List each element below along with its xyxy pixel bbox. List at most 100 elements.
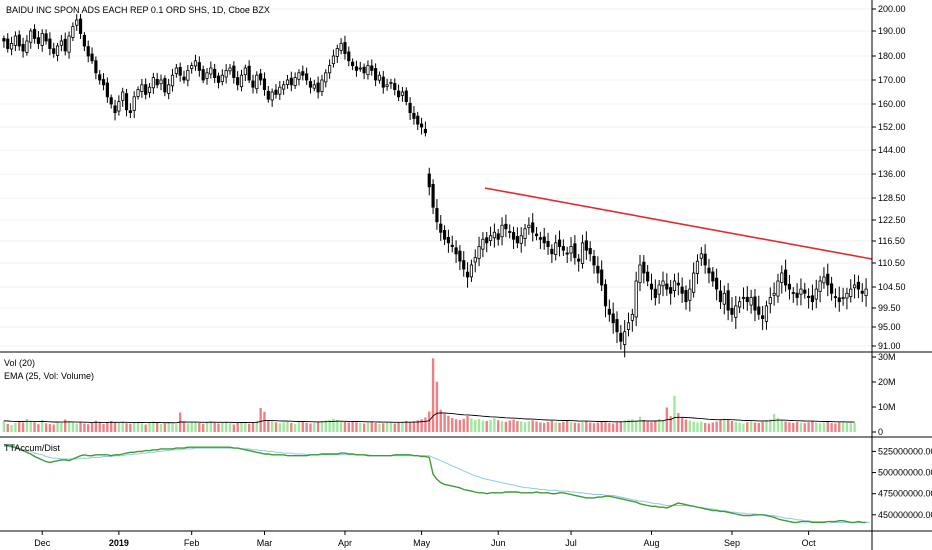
volume-bar [585,421,588,432]
candle [393,83,397,90]
volume-bar [577,423,580,432]
volume-bar [67,421,71,432]
volume-bar [516,421,519,432]
volume-tick-label: 0 [878,427,883,437]
volume-bar [44,423,48,432]
volume-bar [642,420,646,432]
volume-bar [305,422,308,432]
candle [239,74,244,88]
volume-bar [435,381,439,432]
candle [358,67,362,70]
candle [676,282,680,286]
ema-legend-label: EMA (25, Vol: Volume) [4,371,94,381]
volume-bar [623,420,626,432]
volume-bar [64,419,67,432]
candle [554,242,558,255]
candle [201,69,205,81]
candle [787,283,792,290]
volume-bar [339,421,343,432]
volume-bar [175,424,178,432]
volume-bar [270,421,274,432]
volume-bar [489,419,492,432]
volume-bar [493,418,496,432]
volume-bar [608,423,611,432]
volume-bar [703,423,707,432]
volume-bar [343,422,347,432]
volume-bar [566,420,569,432]
candle [826,273,830,286]
volume-bar [21,422,25,432]
volume-bar [834,423,837,432]
candle [412,112,416,119]
candle [404,90,408,103]
candle [117,101,121,112]
price-tick-label: 152.00 [878,122,906,132]
candle [454,247,458,255]
candle [780,272,784,283]
candle [13,35,17,46]
candle [140,84,144,92]
candle [511,232,516,240]
candle [795,292,799,298]
candle [335,48,339,57]
candle [764,305,769,322]
volume-bar [535,421,538,432]
candle [534,233,539,237]
candle [370,65,374,71]
candle [427,173,431,188]
price-tick-label: 116.50 [878,236,905,246]
volume-bar [443,414,446,432]
volume-bar [282,422,285,432]
candle [837,297,841,303]
candle [745,296,749,303]
volume-bar [106,422,109,432]
volume-bar [769,419,772,432]
candle [90,53,94,62]
candle [569,246,573,254]
candle [362,66,366,74]
volume-bar [290,423,293,432]
candle [623,331,627,345]
volume-bar [133,422,136,432]
candle [542,236,546,244]
volume-bar [313,423,316,432]
volume-bar [849,423,852,432]
volume-tick-label: 10M [878,402,896,412]
price-tick-label: 122.50 [878,215,906,225]
price-tick-label: 190.00 [878,26,906,36]
volume-bar [171,423,174,432]
volume-bar [336,420,339,432]
volume-bar [83,423,86,432]
volume-bar [424,417,427,432]
volume-bar [224,421,228,432]
candle [193,60,198,67]
volume-bar [374,423,377,432]
volume-bar [592,423,596,432]
candle [374,68,378,81]
volume-bar [650,422,653,432]
price-tick-label: 170.00 [878,75,906,85]
volume-bar [332,418,335,432]
candle [381,76,385,88]
candle [423,128,428,134]
x-axis: Dec 2019 Feb Mar Apr May Jun Jul Aug Sep Oct [34,531,816,548]
candle [600,269,604,286]
candle [830,283,834,294]
candle [347,51,351,62]
candle [592,255,596,266]
volume-bar [600,421,603,432]
candle [665,283,669,290]
candle [626,322,631,330]
volume-bar [129,423,132,432]
accum-tick-label: 475000000.00 [878,489,932,499]
candle [366,65,370,76]
x-tick-label: Apr [338,538,352,548]
volume-bar [673,395,676,432]
volume-bar [420,419,423,432]
candle [638,264,642,284]
volume-bar [742,423,745,432]
candle [132,96,136,111]
volume-bar [504,421,508,432]
volume-bar [297,422,301,432]
candle [439,223,443,233]
